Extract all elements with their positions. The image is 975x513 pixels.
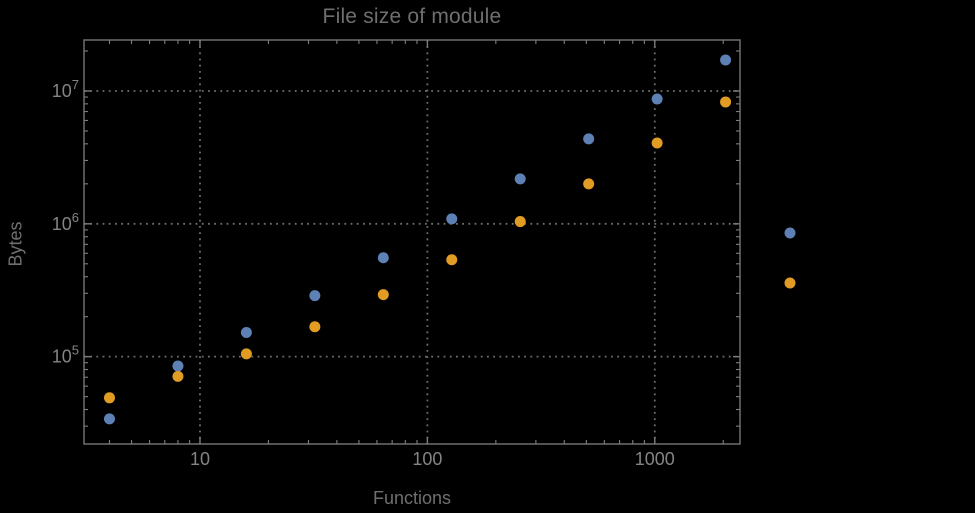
point-series-2-x1024 bbox=[651, 137, 663, 149]
point-series-2-x128 bbox=[446, 254, 458, 266]
point-series-1-x8 bbox=[172, 360, 184, 372]
point-series-1-x32 bbox=[309, 290, 321, 302]
x-tick-label-100: 100 bbox=[412, 449, 442, 469]
point-series-2-x4 bbox=[103, 392, 115, 404]
point-series-1-x1024 bbox=[651, 93, 663, 105]
legend-marker-series-1 bbox=[784, 227, 796, 239]
point-series-1-x128 bbox=[446, 213, 458, 225]
chart-title: File size of module bbox=[322, 5, 502, 28]
point-series-2-x64 bbox=[377, 289, 389, 301]
point-series-1-x4 bbox=[103, 413, 115, 425]
x-tick-label-1000: 1000 bbox=[635, 449, 675, 469]
point-series-2-x8 bbox=[172, 370, 184, 382]
y-tick-label-10e7: 107 bbox=[52, 77, 79, 101]
point-series-1-x16 bbox=[240, 326, 252, 338]
y-tick-label-10e5: 105 bbox=[52, 343, 79, 367]
plot-frame bbox=[83, 39, 741, 445]
point-series-2-x2048 bbox=[720, 96, 732, 108]
point-series-2-x32 bbox=[309, 321, 321, 333]
point-series-1-x512 bbox=[583, 133, 595, 145]
x-tick-label-10: 10 bbox=[190, 449, 210, 469]
point-series-1-x64 bbox=[377, 252, 389, 264]
point-series-2-x256 bbox=[514, 216, 526, 228]
point-series-2-x16 bbox=[240, 348, 252, 360]
legend-marker-series-2 bbox=[784, 277, 796, 289]
point-series-1-x2048 bbox=[720, 54, 732, 66]
y-tick-label-10e6: 106 bbox=[52, 210, 79, 234]
x-axis-label: Functions bbox=[372, 488, 452, 508]
point-series-2-x512 bbox=[583, 178, 595, 190]
point-series-1-x256 bbox=[514, 173, 526, 185]
